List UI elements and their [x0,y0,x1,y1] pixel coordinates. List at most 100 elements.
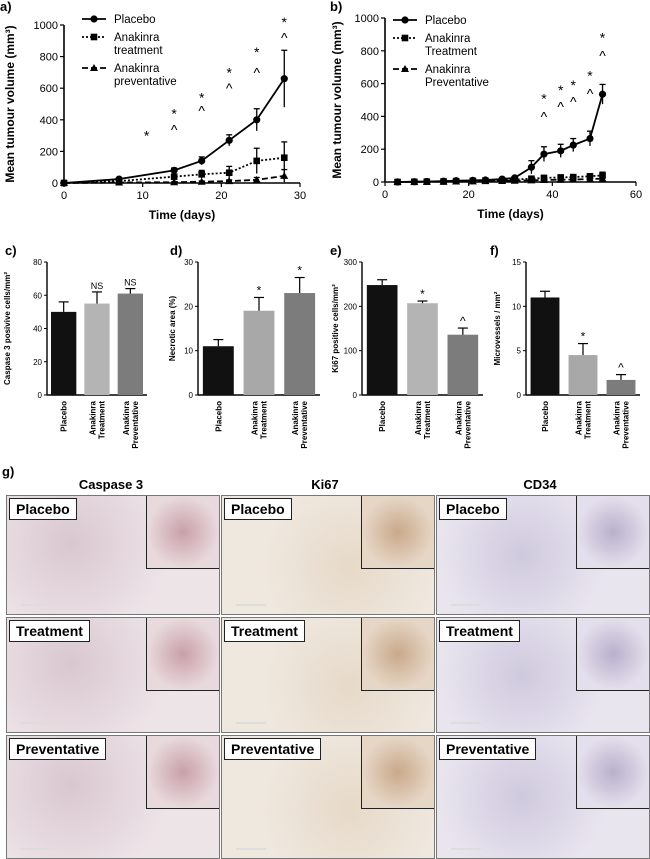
y-tick-label: 15 [512,258,521,267]
significance-mark: ^ [541,108,548,124]
category-label: Preventative [463,400,472,448]
micrograph-caspase3-preventative: Preventative [6,735,220,859]
significance-mark: * [171,105,177,121]
significance-mark: ^ [587,85,594,101]
data-point [569,175,578,183]
data-point [280,171,289,179]
y-tick-label: 1000 [355,13,379,25]
legend-marker [401,34,409,42]
legend-marker [401,65,409,72]
data-point [498,177,507,185]
necrotic-area-bar-chart: 0 10 20 30 Necrotic area (%) Placebo * Anakinra… [168,258,320,449]
significance-mark: ^ [226,80,233,96]
micrograph-inset [576,736,649,809]
x-tick-label: 30 [294,190,306,202]
y-axis-label: Mean tumour volume (mm³) [330,21,344,178]
category-label: Treatment [584,401,593,440]
micrograph-row-label: Placebo [439,498,507,520]
category-label: Treatment [423,401,432,440]
category-label: Placebo [541,401,550,432]
legend-label: Anakinra [425,33,471,45]
significance-mark: * [541,90,547,106]
y-tick-label: 60 [33,291,42,300]
data-point [198,157,206,165]
y-tick-label: 0 [38,391,43,400]
y-tick-label: 600 [40,83,58,95]
category-label: Anakinra [89,400,98,435]
category-label: Anakinra [291,400,300,435]
significance-mark: NS [91,281,104,291]
caspase-bar-chart: 0 20 40 60 80 Caspase 3 posivive cells/mm² Pla… [3,258,147,449]
legend-marker [401,16,409,24]
legend-label: Preventative [425,77,489,89]
significance-mark: ^ [171,121,178,137]
y-axis-label: Caspase 3 posivive cells/mm² [3,272,12,385]
legend-label: Placebo [425,15,467,27]
significance-mark: ^ [460,314,466,328]
y-tick-label: 30 [184,258,193,267]
category-label: Preventative [300,400,309,448]
significance-mark: * [254,44,260,60]
significance-mark: * [587,67,593,83]
significance-mark: * [282,14,288,30]
data-point [225,169,233,177]
significance-mark: NS [124,278,137,288]
y-tick-label: 0 [189,391,194,400]
x-axis-label: Time (days) [149,208,215,222]
micrograph-cd34-placebo: Placebo [436,495,650,615]
y-tick-label: 100 [344,347,358,356]
y-axis-label: Microvessels / mm² [493,291,502,365]
bar [117,293,143,395]
y-tick-label: 10 [512,302,521,311]
data-point [170,173,178,180]
category-label: Anakinra [122,400,131,435]
x-tick-label: 0 [382,189,388,201]
data-point [253,116,261,124]
significance-mark: * [297,264,302,278]
data-point [410,177,419,185]
significance-mark: ^ [618,361,624,375]
significance-mark: ^ [570,94,577,110]
data-point [481,177,490,185]
bar [606,379,636,395]
y-tick-label: 300 [344,258,358,267]
category-label: Treatment [98,401,107,440]
data-point [598,90,607,98]
panel-letter-d: d) [170,243,183,258]
y-tick-label: 10 [184,347,193,356]
bar [284,293,316,395]
micrograph-row-label: Placebo [9,498,77,520]
bar [202,346,234,395]
data-point [556,175,565,183]
scale-bar [451,848,481,850]
micrograph-inset [361,618,434,691]
category-label: Anakinra [251,400,260,435]
micrograph-row-label: Treatment [439,620,520,642]
significance-mark: * [558,82,564,98]
x-tick-label: 20 [463,189,475,201]
micrograph-cd34-preventative: Preventative [436,735,650,859]
data-point [510,176,519,184]
scale-bar [21,722,51,724]
micrograph-ki67-placebo: Placebo [221,495,435,615]
ki67-bar-chart: 0 100 200 300 Ki67 positive cells/mm² Placebo… [331,258,483,449]
legend-label: Anakinra [114,63,160,75]
significance-mark: * [257,283,262,297]
category-label: Placebo [60,401,69,432]
panel-letter-a: a) [0,0,12,14]
panel-letter-b: b) [330,0,343,14]
y-tick-label: 200 [361,144,379,156]
micrograph-inset [576,618,649,691]
tumour-volume-chart-b: 0 200 400 600 800 1000 0 20 40 60 Time (days) Mean … [330,13,642,221]
data-point [197,177,206,185]
data-point [280,75,288,83]
y-tick-label: 800 [361,46,379,58]
micrograph-row-label: Treatment [9,620,90,642]
micrograph-inset [146,736,219,809]
data-point [198,171,205,178]
category-label: Anakinra [575,400,584,435]
bar [407,303,438,395]
x-tick-label: 0 [61,190,67,202]
significance-mark: * [420,287,425,301]
category-label: Anakinra [613,400,622,435]
